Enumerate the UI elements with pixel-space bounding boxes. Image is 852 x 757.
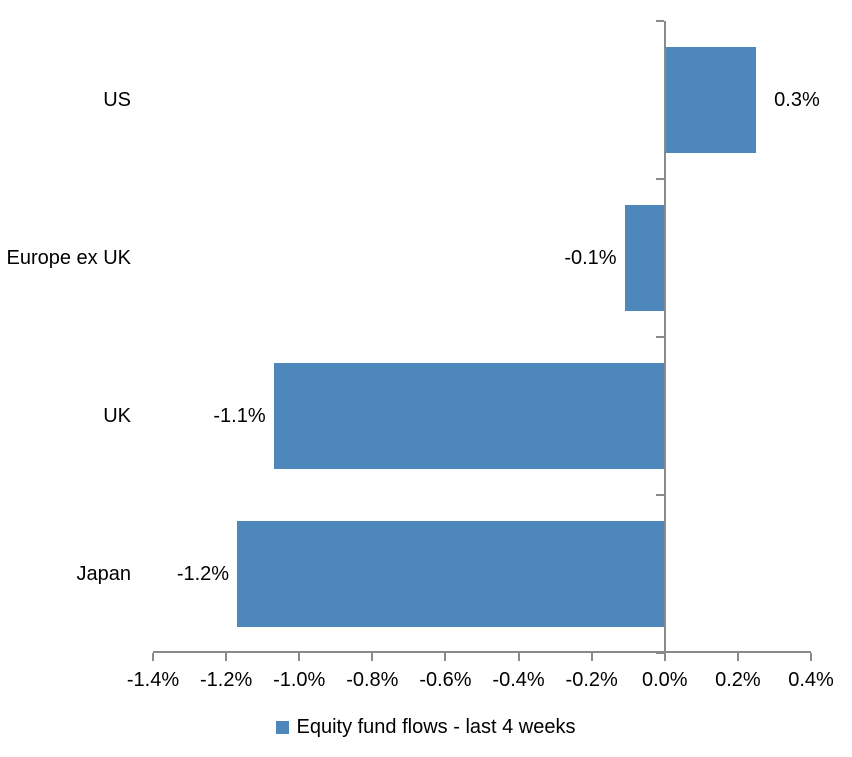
x-axis-tick — [371, 653, 374, 661]
x-axis-tick-label: 0.2% — [715, 669, 761, 691]
category-label: Europe ex UK — [6, 247, 131, 269]
x-axis-tick — [225, 653, 228, 661]
x-axis-tick — [590, 653, 593, 661]
x-axis-tick — [663, 653, 666, 661]
bar-europe-ex-uk[interactable] — [624, 205, 665, 311]
category-axis-tick — [655, 336, 664, 338]
category-label: US — [103, 89, 131, 111]
x-axis-line — [153, 651, 811, 653]
data-label: -1.2% — [176, 563, 230, 585]
x-axis-tick-label: 0.4% — [788, 669, 834, 691]
data-label: -1.1% — [213, 405, 266, 427]
data-label: -0.1% — [564, 247, 617, 269]
x-axis-tick-label: -0.8% — [346, 669, 399, 691]
category-axis-tick — [655, 20, 664, 22]
legend-label: Equity fund flows - last 4 weeks — [296, 716, 576, 738]
x-axis-tick-label: 0.0% — [641, 669, 688, 691]
x-axis-tick — [298, 653, 301, 661]
category-label: Japan — [76, 563, 132, 585]
x-axis-tick — [517, 653, 520, 661]
x-axis-tick — [736, 653, 739, 661]
x-axis-tick-label: -1.0% — [273, 669, 326, 691]
category-axis-tick — [655, 494, 664, 496]
bar-us[interactable] — [664, 47, 757, 153]
legend[interactable]: Equity fund flows - last 4 weeks — [0, 716, 852, 739]
x-axis-tick-label: -1.4% — [126, 669, 180, 691]
x-axis-tick — [444, 653, 447, 661]
x-axis-tick-label: -0.6% — [419, 669, 472, 691]
x-axis-tick — [810, 653, 812, 661]
x-axis-tick-label: -1.2% — [199, 669, 253, 691]
data-label: 0.3% — [774, 89, 820, 111]
category-axis-tick — [655, 652, 664, 654]
x-axis-tick-label: -0.4% — [492, 669, 545, 691]
x-axis-tick-label: -0.2% — [565, 669, 618, 691]
x-axis-tick — [152, 653, 154, 661]
category-axis-tick — [655, 178, 664, 180]
bar-japan[interactable] — [237, 521, 665, 627]
bar-uk[interactable] — [273, 363, 665, 469]
category-axis-line — [663, 21, 666, 653]
category-label: UK — [103, 405, 131, 427]
legend-swatch-icon — [276, 721, 290, 734]
